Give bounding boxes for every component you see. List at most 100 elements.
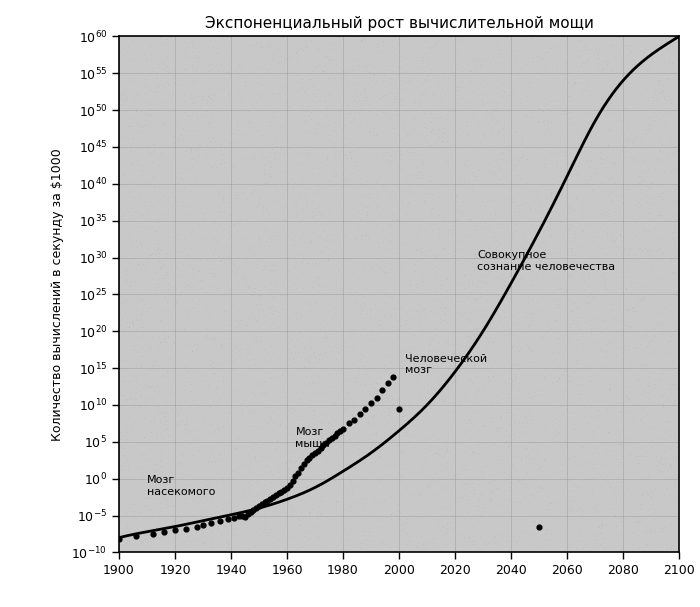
- Point: [212, 385, 223, 395]
- Point: [376, 497, 387, 506]
- Point: [550, 431, 561, 441]
- Point: [148, 448, 159, 458]
- Point: [288, 358, 300, 367]
- Point: [222, 414, 233, 424]
- Point: [329, 270, 340, 279]
- Point: [646, 193, 657, 203]
- Point: [484, 324, 496, 334]
- Point: [135, 37, 146, 47]
- Point: [295, 234, 306, 243]
- Point: [247, 158, 258, 168]
- Point: [286, 110, 297, 120]
- Point: [576, 270, 587, 279]
- Point: [223, 408, 235, 418]
- Point: [258, 297, 270, 307]
- Point: [576, 514, 587, 524]
- Point: [615, 517, 626, 526]
- Point: [144, 372, 155, 382]
- Point: [249, 134, 260, 143]
- Point: [640, 84, 652, 94]
- Point: [309, 521, 321, 531]
- Point: [295, 327, 306, 336]
- Point: [172, 86, 183, 96]
- Point: [419, 49, 430, 59]
- Point: [184, 143, 195, 152]
- Point: [510, 498, 522, 507]
- Point: [300, 189, 312, 198]
- Point: [271, 354, 282, 364]
- Point: [650, 225, 661, 235]
- Point: [520, 527, 531, 537]
- Point: [476, 95, 487, 104]
- Point: [314, 418, 326, 427]
- Point: [158, 118, 169, 128]
- Point: [141, 306, 153, 316]
- Point: [451, 215, 462, 225]
- Point: [300, 71, 312, 81]
- Point: [131, 106, 142, 116]
- Point: [137, 296, 148, 305]
- Point: [163, 280, 174, 290]
- Point: [156, 209, 167, 219]
- Point: [290, 433, 302, 443]
- Point: [429, 538, 440, 548]
- Point: [363, 234, 374, 244]
- Point: [330, 476, 341, 486]
- Point: [145, 54, 156, 64]
- Point: [232, 432, 243, 442]
- Point: [386, 351, 397, 361]
- Point: [340, 67, 351, 76]
- Point: [460, 515, 471, 524]
- Point: [317, 67, 328, 76]
- Point: [421, 70, 433, 80]
- Point: [407, 127, 419, 137]
- Point: [120, 458, 131, 468]
- Point: [135, 359, 146, 369]
- Point: [666, 543, 677, 552]
- Point: [180, 306, 191, 316]
- Point: [154, 524, 165, 534]
- Point: [483, 489, 494, 499]
- Point: [536, 257, 547, 267]
- Point: [359, 283, 370, 293]
- Point: [204, 35, 216, 45]
- Point: [138, 259, 149, 269]
- Point: [271, 385, 282, 395]
- Point: [514, 207, 525, 217]
- Point: [349, 351, 360, 361]
- Point: [643, 69, 655, 79]
- Point: [660, 418, 671, 427]
- Point: [146, 201, 158, 211]
- Point: [491, 181, 502, 191]
- Point: [561, 429, 572, 438]
- Point: [482, 98, 493, 107]
- Point: [244, 175, 256, 185]
- Point: [398, 523, 409, 533]
- Point: [305, 395, 316, 404]
- Point: [351, 161, 362, 171]
- Point: [397, 248, 408, 257]
- Point: [241, 164, 253, 174]
- Point: [560, 159, 571, 169]
- Point: [409, 310, 420, 320]
- Point: [257, 310, 268, 319]
- Point: [370, 288, 381, 298]
- Point: [611, 36, 622, 46]
- Point: [622, 115, 633, 125]
- Point: [431, 374, 442, 384]
- Point: [559, 433, 570, 443]
- Point: [183, 390, 195, 400]
- Point: [344, 470, 355, 480]
- Point: [514, 70, 526, 80]
- Point: [328, 142, 339, 152]
- Point: [256, 291, 267, 301]
- Point: [402, 104, 413, 114]
- Point: [595, 539, 606, 549]
- Point: [144, 104, 155, 114]
- Point: [271, 273, 282, 282]
- Point: [510, 127, 522, 137]
- Point: [538, 455, 550, 465]
- Point: [189, 434, 200, 444]
- Point: [452, 415, 463, 424]
- Point: [608, 380, 620, 390]
